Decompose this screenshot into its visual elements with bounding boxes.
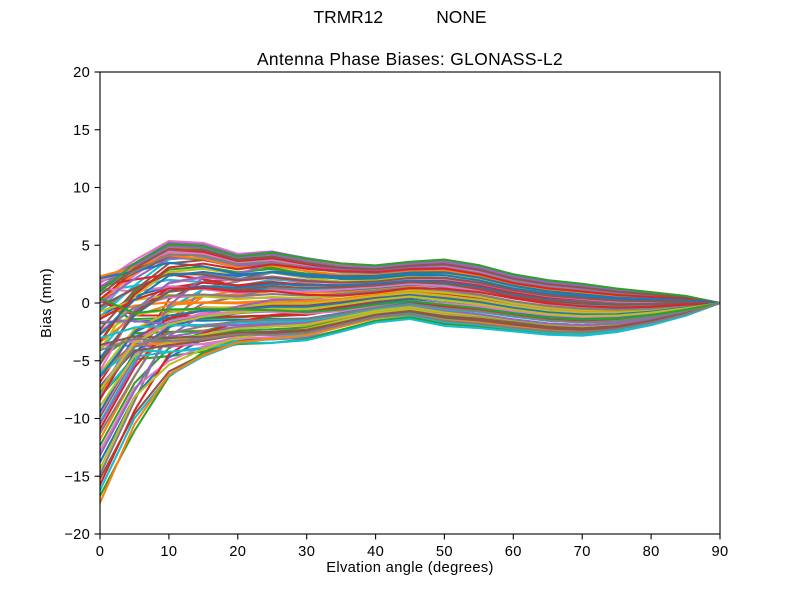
svg-text:60: 60 — [505, 544, 522, 560]
svg-text:90: 90 — [711, 544, 728, 560]
svg-text:Antenna Phase Biases: GLONASS-: Antenna Phase Biases: GLONASS-L2 — [257, 49, 563, 69]
svg-text:−5: −5 — [73, 354, 90, 370]
svg-text:Elvation angle (degrees): Elvation angle (degrees) — [326, 560, 494, 576]
svg-text:70: 70 — [574, 544, 591, 560]
svg-text:20: 20 — [229, 544, 246, 560]
svg-text:TRMR12 NONE: TRMR12 NONE — [314, 7, 487, 27]
svg-text:−20: −20 — [64, 527, 90, 543]
svg-text:0: 0 — [82, 296, 91, 312]
svg-text:30: 30 — [298, 544, 315, 560]
svg-text:Bias (mm): Bias (mm) — [39, 268, 55, 338]
svg-text:10: 10 — [73, 181, 90, 197]
svg-text:5: 5 — [82, 238, 91, 254]
svg-text:−15: −15 — [64, 469, 90, 485]
svg-text:0: 0 — [96, 544, 105, 560]
svg-text:50: 50 — [436, 544, 453, 560]
svg-text:10: 10 — [160, 544, 177, 560]
svg-text:20: 20 — [73, 65, 90, 81]
svg-text:80: 80 — [643, 544, 660, 560]
svg-text:15: 15 — [73, 123, 90, 139]
svg-text:−10: −10 — [64, 412, 90, 428]
svg-text:40: 40 — [367, 544, 384, 560]
